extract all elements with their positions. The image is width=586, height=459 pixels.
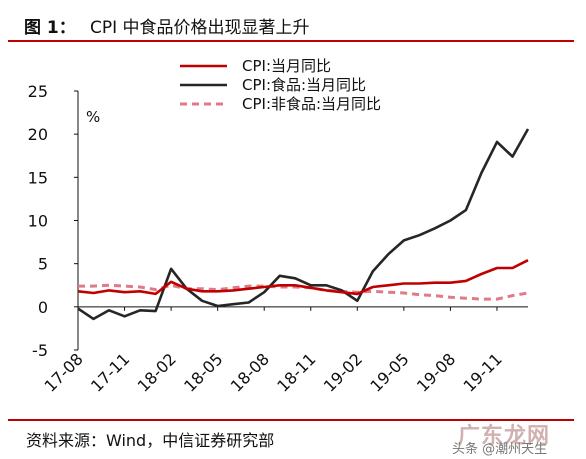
watermark-handle: 头条 @潮州天生 (452, 442, 548, 457)
series-line-2 (78, 283, 529, 301)
y-tick-label: 0 (38, 298, 48, 317)
chart-series (77, 128, 530, 321)
y-tick-label: -5 (32, 341, 48, 360)
figure-title: CPI 中食品价格出现显著上升 (90, 18, 310, 38)
x-tick-label: 17-11 (87, 349, 133, 395)
x-tick-label: 18-02 (134, 349, 180, 395)
x-tick-label: 18-08 (227, 349, 273, 395)
figure-header: 图 1： CPI 中食品价格出现显著上升 (8, 8, 578, 38)
series-line-0 (77, 259, 529, 296)
y-tick-label: 25 (28, 82, 48, 101)
x-tick-label: 19-11 (459, 349, 505, 395)
legend-label-1: CPI:食品:当月同比 (242, 76, 366, 94)
y-tick-label: 15 (28, 168, 48, 187)
x-tick-label: 19-08 (413, 349, 459, 395)
bottom-rule (8, 419, 574, 421)
source-note: 资料来源：Wind，中信证券研究部 (26, 431, 275, 450)
watermark: 广东龙网 头条 @潮州天生 (452, 418, 582, 457)
x-tick-label: 18-05 (180, 349, 226, 395)
top-rule (8, 40, 574, 42)
legend-label-2: CPI:非食品:当月同比 (242, 95, 381, 113)
y-tick-label: 20 (28, 125, 48, 144)
watermark-logo: 广东龙网 (458, 424, 551, 449)
legend-label-0: CPI:当月同比 (242, 57, 331, 75)
figure-number: 图 1： (24, 18, 76, 38)
y-unit-label: % (86, 108, 100, 126)
x-tick-label: 19-05 (366, 349, 412, 395)
x-tick-label: 19-02 (320, 349, 366, 395)
series-line-1 (77, 128, 530, 321)
y-tick-label: 5 (38, 255, 48, 274)
y-tick-label: 10 (28, 212, 48, 231)
x-tick-label: 18-11 (273, 349, 319, 395)
